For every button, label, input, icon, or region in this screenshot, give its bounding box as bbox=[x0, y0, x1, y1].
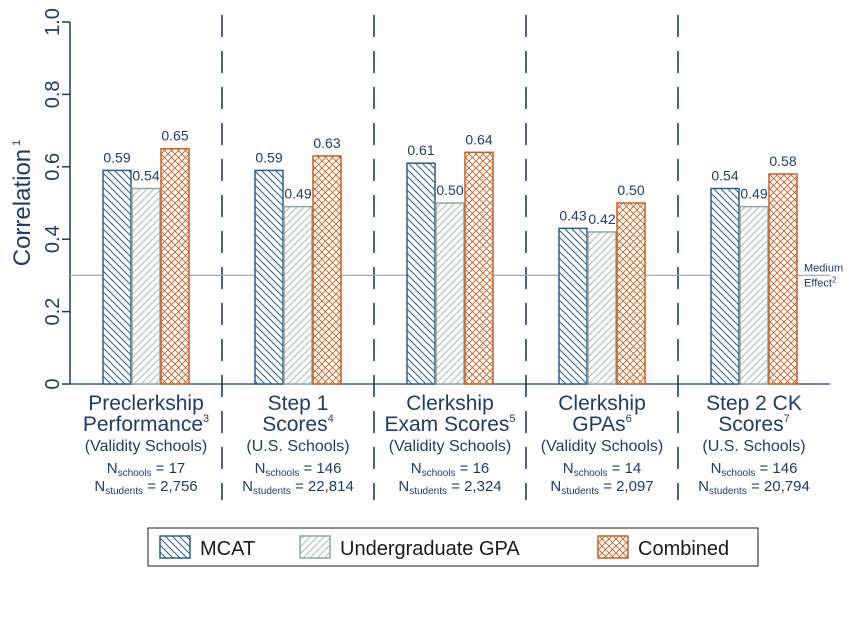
bar-mcat bbox=[406, 162, 436, 385]
y-tick-label: 0.8 bbox=[42, 80, 64, 108]
legend-label: Undergraduate GPA bbox=[340, 538, 520, 560]
bar-undergraduate-gpa bbox=[587, 231, 617, 385]
group-title: Scores7 bbox=[718, 413, 789, 436]
group-n-schools: Nschools = 16 bbox=[411, 460, 490, 479]
y-axis-title: Correlation1 bbox=[9, 140, 36, 267]
legend-swatch bbox=[299, 535, 331, 559]
bar-value-label: 0.64 bbox=[465, 131, 492, 147]
bar-value-label: 0.61 bbox=[407, 142, 434, 158]
group-subtitle: (U.S. Schools) bbox=[702, 438, 805, 455]
group-title: Clerkship bbox=[558, 392, 646, 415]
bar-undergraduate-gpa bbox=[739, 205, 769, 385]
bar-value-label: 0.63 bbox=[313, 135, 340, 151]
bar-value-label: 0.49 bbox=[284, 186, 311, 202]
group-subtitle: (U.S. Schools) bbox=[246, 438, 349, 455]
group-title: Exam Scores5 bbox=[385, 413, 516, 436]
y-tick-label: 0.4 bbox=[42, 225, 64, 253]
group-n-students: Nstudents = 2,324 bbox=[398, 478, 501, 497]
bar-combined bbox=[312, 155, 342, 385]
bar-combined bbox=[160, 147, 190, 385]
y-ticks: 0 0.2 0.4 0.6 0.8 1.0 bbox=[42, 8, 70, 390]
group-title: GPAs6 bbox=[572, 413, 631, 436]
group-title: Performance3 bbox=[83, 413, 209, 436]
bar-undergraduate-gpa bbox=[131, 187, 161, 385]
bar-value-label: 0.50 bbox=[617, 182, 644, 198]
reference-line-label: Effect2 bbox=[804, 275, 837, 289]
y-tick-label: 1.0 bbox=[42, 8, 64, 36]
y-tick-label: 0 bbox=[42, 378, 64, 389]
bar-value-label: 0.49 bbox=[740, 186, 767, 202]
bars bbox=[102, 147, 798, 385]
group-title: Step 2 CK bbox=[706, 392, 802, 415]
bar-value-label: 0.59 bbox=[103, 149, 130, 165]
bar-value-label: 0.54 bbox=[132, 168, 159, 184]
reference-line-label: Medium bbox=[804, 262, 843, 274]
bar-mcat bbox=[102, 169, 132, 385]
bar-value-label: 0.54 bbox=[711, 168, 738, 184]
bar-mcat bbox=[254, 169, 284, 385]
legend-label: Combined bbox=[638, 538, 729, 560]
bar-value-label: 0.65 bbox=[161, 128, 188, 144]
group-n-schools: Nschools = 146 bbox=[255, 460, 342, 479]
group-dividers bbox=[221, 15, 679, 500]
group-subtitle: (Validity Schools) bbox=[85, 438, 207, 455]
bar-undergraduate-gpa bbox=[283, 205, 313, 385]
legend: MCAT Undergraduate GPA Combined bbox=[147, 527, 759, 567]
group-title: Scores4 bbox=[262, 413, 333, 436]
group-title: Clerkship bbox=[406, 392, 494, 415]
y-tick-label: 0.2 bbox=[42, 298, 64, 326]
bar-value-label: 0.58 bbox=[769, 153, 796, 169]
group-n-students: Nstudents = 2,756 bbox=[94, 478, 197, 497]
group-n-schools: Nschools = 146 bbox=[711, 460, 798, 479]
group-n-schools: Nschools = 17 bbox=[107, 460, 186, 479]
group-n-schools: Nschools = 14 bbox=[563, 460, 642, 479]
y-tick-label: 0.6 bbox=[42, 153, 64, 181]
group-n-students: Nstudents = 20,794 bbox=[698, 478, 810, 497]
group-n-students: Nstudents = 2,097 bbox=[550, 478, 653, 497]
group-n-students: Nstudents = 22,814 bbox=[242, 478, 354, 497]
legend-label: MCAT bbox=[200, 538, 255, 560]
bar-value-label: 0.50 bbox=[436, 182, 463, 198]
legend-swatch bbox=[159, 535, 191, 559]
bar-combined bbox=[768, 173, 798, 385]
group-title: Step 1 bbox=[268, 392, 329, 415]
bar-combined bbox=[464, 151, 494, 385]
group-subtitle: (Validity Schools) bbox=[389, 438, 511, 455]
bar-mcat bbox=[710, 187, 740, 385]
bar-undergraduate-gpa bbox=[435, 202, 465, 385]
bar-value-label: 0.42 bbox=[588, 211, 615, 227]
group-title: Preclerkship bbox=[88, 392, 204, 415]
bar-value-label: 0.43 bbox=[559, 207, 586, 223]
bar-mcat bbox=[558, 227, 588, 385]
group-subtitle: (Validity Schools) bbox=[541, 438, 663, 455]
bar-combined bbox=[616, 202, 646, 385]
bar-value-label: 0.59 bbox=[255, 149, 282, 165]
legend-box bbox=[147, 527, 759, 567]
bar-value-labels: 0.590.540.650.590.490.63 0.610.500.640.43… bbox=[103, 128, 796, 227]
legend-swatch bbox=[597, 535, 629, 559]
